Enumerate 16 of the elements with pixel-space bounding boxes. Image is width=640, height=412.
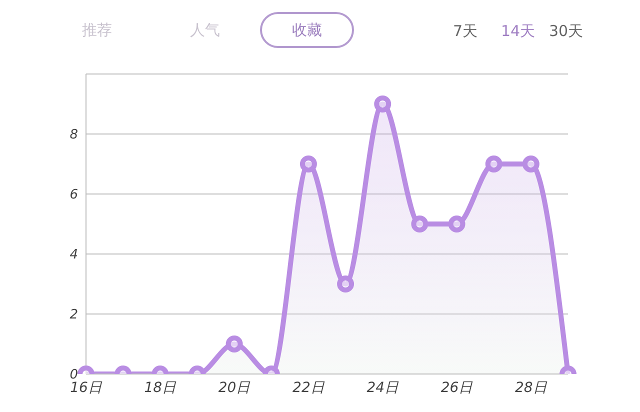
x-tick-label: 24日 [366,380,400,396]
x-tick-label: 20日 [218,380,252,396]
tab[interactable]: 收藏 [260,12,354,48]
tab[interactable]: 推荐 [50,12,144,48]
tab[interactable]: 人气 [158,12,252,48]
y-tick-label: 4 [70,248,78,263]
text: 30天 [549,22,584,41]
x-tick-label: 28日 [515,380,548,396]
text: 14天 [501,22,536,41]
x-tick-label: 22日 [292,380,326,396]
y-tick-label: 8 [70,128,78,143]
x-tick-label: 26日 [440,380,474,396]
x-tick-label: 18日 [144,380,178,396]
y-tick-label: 6 [70,188,78,203]
y-tick-label: 2 [70,308,78,323]
text: 7天 [453,22,478,41]
